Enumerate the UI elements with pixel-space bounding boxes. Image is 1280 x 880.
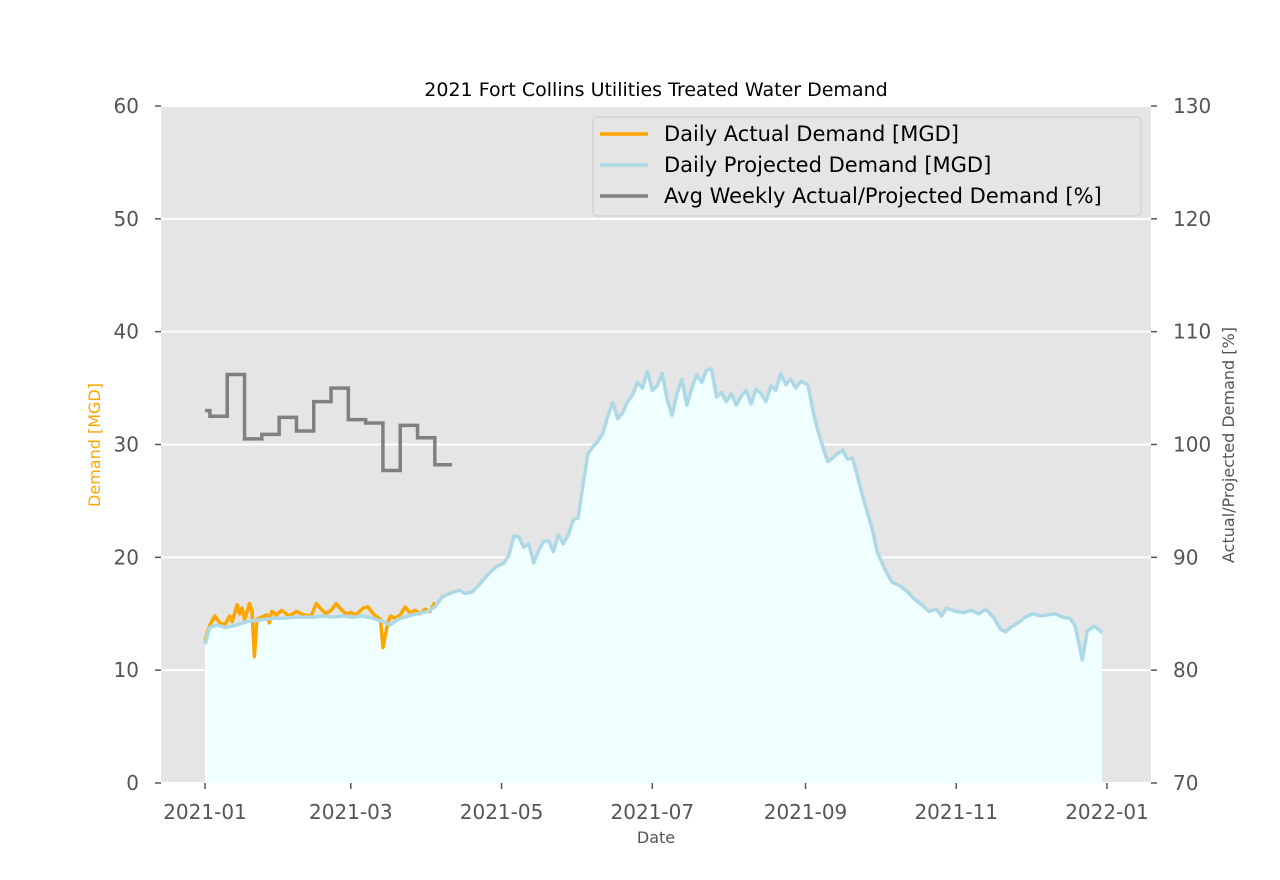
actual-demand-line [203,601,437,659]
right-y-tick-label: 80 [1173,658,1198,682]
axis-layer: 0 10 20 30 40 50 60 70 80 90 100 110 120 130 2021-01 20… [114,94,1212,824]
projected-demand-line [203,367,1104,662]
chart-title: 2021 Fort Collins Utilities Treated Wate… [424,79,887,101]
right-y-tick-label: 100 [1173,433,1211,457]
x-tick-label: 2021-09 [764,800,848,824]
legend: Daily Actual Demand [MGD] Daily Projecte… [592,116,1142,217]
left-y-tick-label: 40 [114,320,139,344]
projected-demand-area [205,368,1103,783]
left-y-tick-label: 30 [114,433,139,457]
left-y-tick-label: 20 [114,545,139,569]
x-tick-label: 2022-01 [1065,800,1149,824]
x-tick-label: 2021-05 [460,800,544,824]
x-axis-title: Date [637,828,675,847]
legend-label-weekly-ratio: Avg Weekly Actual/Projected Demand [%] [664,184,1102,208]
weekly-ratio-line [205,372,453,473]
right-y-axis-title: Actual/Projected Demand [%] [1219,327,1238,563]
right-y-tick-label: 120 [1173,207,1211,231]
legend-label-actual: Daily Actual Demand [MGD] [664,122,959,146]
right-y-tick-label: 90 [1173,545,1198,569]
data-layer [203,367,1104,783]
x-tick-label: 2021-03 [309,800,393,824]
x-tick-label: 2021-01 [163,800,247,824]
legend-label-projected: Daily Projected Demand [MGD] [664,153,991,177]
left-y-tick-label: 60 [114,94,139,118]
right-y-tick-label: 110 [1173,320,1211,344]
left-y-tick-label: 50 [114,207,139,231]
legend-box [592,116,1142,217]
left-y-axis-title: Demand [MGD] [85,383,104,507]
x-tick-label: 2021-07 [611,800,695,824]
right-y-tick-label: 70 [1173,771,1198,795]
left-y-tick-label: 10 [114,658,139,682]
x-tick-label: 2021-11 [914,800,998,824]
right-y-tick-label: 130 [1173,94,1211,118]
left-y-tick-label: 0 [126,771,139,795]
